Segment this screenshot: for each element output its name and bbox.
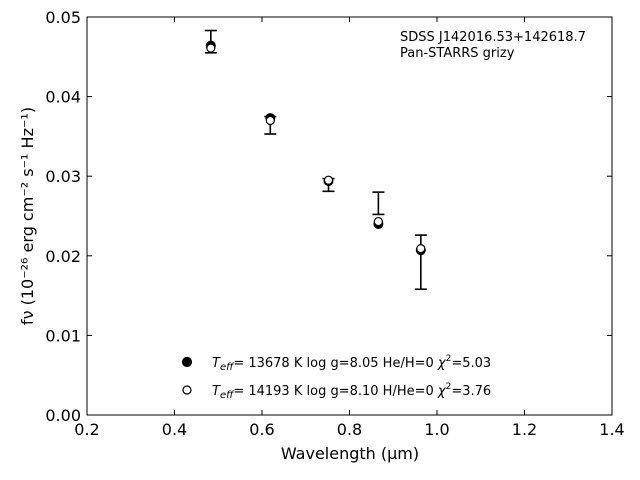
y-tick-label: 0.02: [45, 247, 81, 266]
model-point-open: [323, 175, 334, 185]
annotation-line-2: Pan-STARRS grizy: [400, 46, 515, 61]
x-tick-label: 1.2: [512, 420, 537, 439]
x-tick-label: 1.0: [424, 420, 449, 439]
annotation-line-1: SDSS J142016.53+142618.7: [400, 30, 586, 45]
x-tick-label: 0.4: [162, 420, 187, 439]
x-tick-label: 1.4: [599, 420, 624, 439]
data-points: [205, 40, 426, 256]
x-tick-label: 0.6: [249, 420, 274, 439]
model-point-open: [373, 216, 383, 227]
legend-label: Teff= 14193 K log g=8.10 H/He=0 χ2=3.76: [212, 382, 491, 401]
model-point-open: [416, 244, 426, 254]
legend-label: Teff= 13678 K log g=8.05 He/H=0 χ2=5.03: [212, 354, 491, 373]
y-axis: 0.00 0.01 0.02 0.03 0.04 0.05: [45, 8, 612, 425]
y-tick-label: 0.04: [45, 88, 81, 107]
y-tick-label: 0.00: [45, 406, 81, 425]
legend-entry: Teff= 13678 K log g=8.05 He/H=0 χ2=5.03: [181, 354, 491, 373]
y-tick-label: 0.05: [45, 8, 81, 27]
y-tick-label: 0.03: [45, 167, 81, 186]
y-tick-label: 0.01: [45, 326, 81, 345]
legend-marker: [182, 385, 192, 395]
x-tick-label: 0.2: [74, 420, 99, 439]
model-point-open: [206, 43, 216, 53]
model-point-open: [265, 115, 275, 126]
x-tick-label: 0.8: [337, 420, 362, 439]
y-axis-title: fν (10⁻²⁶ erg cm⁻² s⁻¹ Hz⁻¹): [18, 107, 37, 325]
plot-area: [86, 16, 613, 416]
legend-entry: Teff= 14193 K log g=8.10 H/He=0 χ2=3.76: [182, 382, 491, 401]
legend: Teff= 13678 K log g=8.05 He/H=0 χ2=5.03 T…: [181, 354, 491, 401]
legend-marker: [181, 356, 193, 368]
x-axis: 0.2 0.4 0.6 0.8 1.0 1.2 1.4: [74, 17, 625, 439]
x-axis-title: Wavelength (μm): [281, 444, 419, 463]
error-bar: [372, 191, 385, 216]
